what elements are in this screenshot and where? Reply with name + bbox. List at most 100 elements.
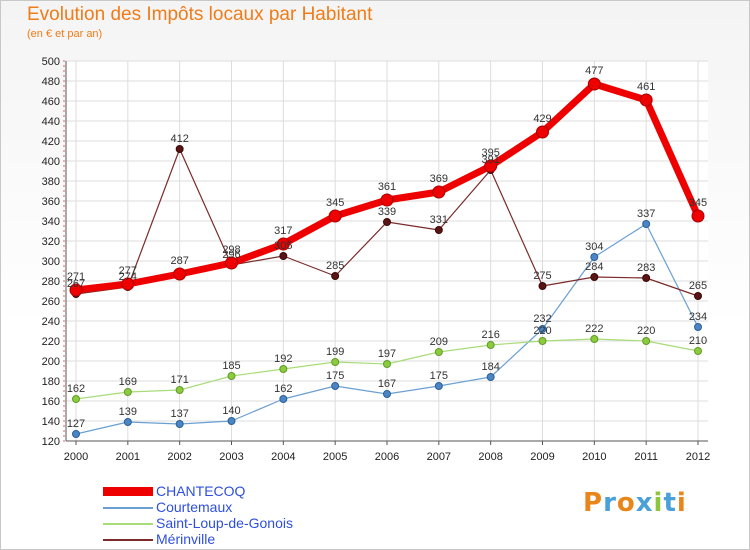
data-label-courtemaux: 162 [274,383,292,395]
data-labels: 127 139 137 140 162 175 167 175 184 232 304 337 234 1… [67,65,707,430]
y-tick-label: 460 [42,96,60,108]
data-point-saint-loup-de-gonois [434,348,443,356]
data-point-merinville [383,218,391,226]
y-tick-label: 440 [42,116,60,128]
data-point-saint-loup-de-gonois [642,337,651,345]
data-label-saint-loup-de-gonois: 216 [481,329,499,341]
chart-title: Evolution des Impôts locaux par Habitant [27,4,373,25]
data-label-courtemaux: 175 [326,370,344,382]
y-tick-label: 260 [42,296,60,308]
data-label-merinville: 412 [170,133,188,145]
data-point-chantecoq [121,277,135,291]
data-label-merinville: 305 [274,240,292,252]
data-point-merinville [331,272,340,280]
data-point-merinville [279,252,288,260]
x-tick-label: 2012 [686,451,710,463]
x-tick-label: 2008 [478,451,502,463]
data-point-saint-loup-de-gonois [486,341,495,349]
data-label-courtemaux: 234 [689,311,707,323]
data-point-courtemaux [486,373,495,381]
data-point-chantecoq [691,209,705,223]
data-point-courtemaux [694,323,702,331]
y-tick-label: 240 [42,316,60,328]
data-point-chantecoq [432,185,446,199]
y-tick-label: 120 [42,436,60,448]
data-point-courtemaux [642,220,651,228]
data-point-courtemaux [123,418,132,426]
y-tick-label: 380 [42,176,60,188]
data-label-chantecoq: 298 [222,244,240,256]
data-point-saint-loup-de-gonois [538,337,547,345]
legend-swatch-saint-loup-de-gonois [103,523,153,525]
legend-swatch-courtemaux [103,507,153,509]
data-point-merinville [642,274,651,282]
data-label-merinville: 296 [222,249,240,261]
data-point-chantecoq [639,93,653,107]
data-label-chantecoq: 395 [481,147,499,159]
data-label-saint-loup-de-gonois: 199 [326,346,344,358]
data-label-courtemaux: 139 [119,406,137,418]
x-tick-label: 2009 [530,451,554,463]
proxiti-logo: Proxiti [583,488,687,518]
data-label-merinville: 265 [689,280,707,292]
y-tick-label: 160 [42,396,60,408]
legend-label-saint-loup-de-gonois: Saint-Loup-de-Gonois [156,515,293,531]
data-label-saint-loup-de-gonois: 210 [689,335,707,347]
data-point-saint-loup-de-gonois [72,395,80,403]
axes: 120 140 160 180 200 220 240 260 280 300 320 340 360 3… [42,56,711,463]
data-point-merinville [694,292,702,300]
x-tick-label: 2003 [219,451,243,463]
data-point-chantecoq [225,256,238,270]
data-point-chantecoq [587,77,601,91]
data-label-chantecoq: 429 [533,113,551,125]
legend-label-courtemaux: Courtemaux [156,499,233,515]
data-label-chantecoq: 317 [274,225,292,237]
y-tick-label: 140 [42,416,60,428]
data-label-saint-loup-de-gonois: 185 [222,360,240,372]
data-point-courtemaux [72,430,80,438]
data-point-courtemaux [227,417,236,425]
chart-subtitle: (en € et par an) [27,28,103,40]
data-label-saint-loup-de-gonois: 162 [67,383,85,395]
data-label-courtemaux: 232 [533,313,551,325]
data-point-merinville [434,226,443,234]
data-label-chantecoq: 361 [378,181,396,193]
x-tick-label: 2006 [375,451,399,463]
data-point-merinville [538,282,547,290]
data-label-merinville: 267 [67,278,85,290]
y-tick-label: 280 [42,276,60,288]
data-label-saint-loup-de-gonois: 222 [585,323,603,335]
series-lines [69,77,705,438]
legend-label-chantecoq: CHANTECOQ [156,483,246,499]
data-label-courtemaux: 304 [585,241,603,253]
logo-letter: o [616,488,636,518]
data-point-chantecoq [173,267,187,281]
logo-letter: i [676,488,687,518]
data-label-courtemaux: 127 [67,418,85,430]
x-tick-label: 2000 [64,451,88,463]
legend-swatch-merinville [103,539,153,541]
y-tick-label: 420 [42,136,60,148]
data-point-courtemaux [434,382,443,390]
data-label-saint-loup-de-gonois: 169 [119,376,137,388]
data-label-courtemaux: 137 [170,408,188,420]
x-tick-label: 2001 [116,451,140,463]
data-label-saint-loup-de-gonois: 197 [378,348,396,360]
logo-letter: x [635,488,654,518]
data-label-courtemaux: 167 [378,378,396,390]
data-point-courtemaux [279,395,288,403]
data-point-courtemaux [331,382,340,390]
x-tick-label: 2010 [582,451,606,463]
data-label-chantecoq: 345 [689,197,707,209]
data-point-saint-loup-de-gonois [123,388,132,396]
logo-letter: r [603,488,617,518]
x-tick-label: 2005 [323,451,347,463]
x-tick-label: 2011 [634,451,658,463]
data-label-merinville: 274 [119,271,137,283]
data-label-merinville: 331 [430,214,448,226]
data-label-courtemaux: 175 [430,370,448,382]
data-point-saint-loup-de-gonois [175,386,184,394]
data-label-chantecoq: 477 [585,65,603,77]
legend-swatch-chantecoq [103,487,153,496]
